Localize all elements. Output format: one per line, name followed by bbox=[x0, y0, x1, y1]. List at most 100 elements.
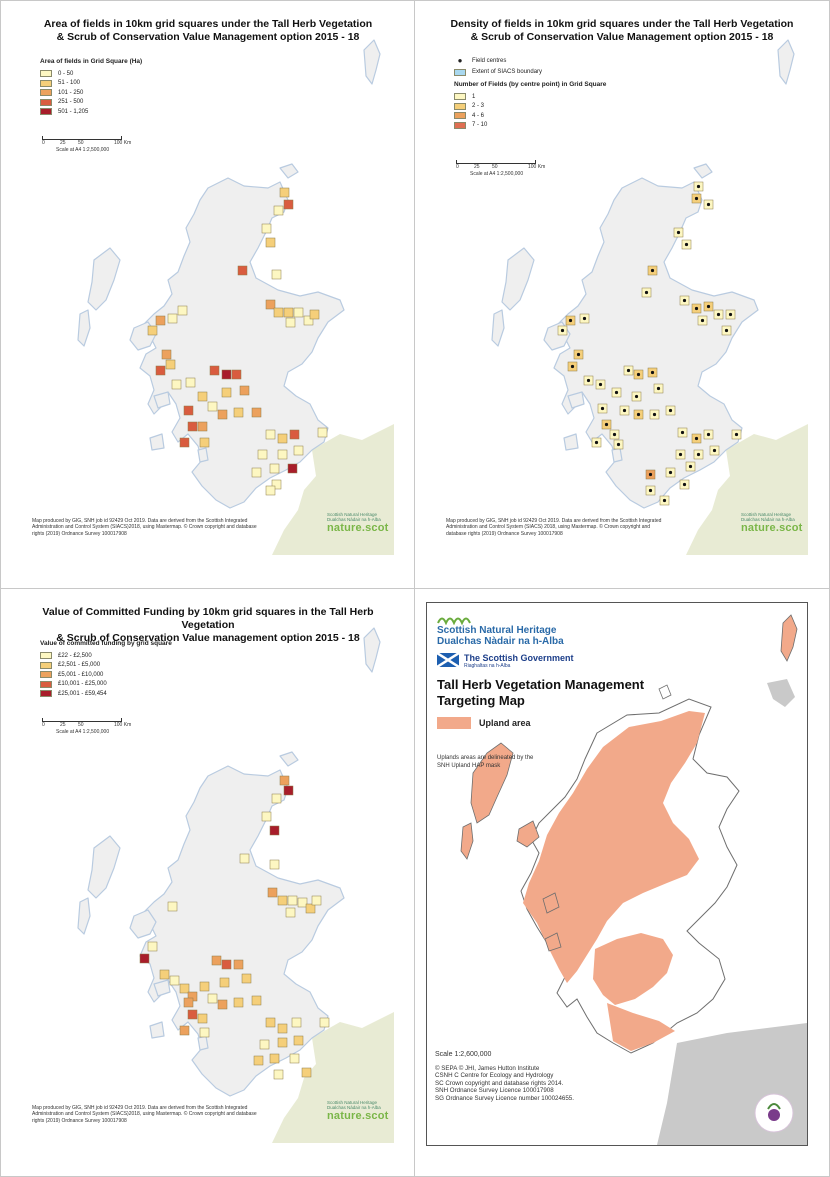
field-centre-point bbox=[650, 268, 655, 273]
field-centre-point bbox=[680, 430, 685, 435]
grid-square bbox=[319, 1017, 330, 1028]
legend-item: 7 - 10 bbox=[454, 121, 606, 131]
grid-square bbox=[165, 359, 176, 370]
legend-swatch bbox=[40, 79, 52, 87]
grid-square bbox=[251, 467, 262, 478]
legend-swatch bbox=[40, 70, 52, 78]
field-centre-point bbox=[648, 488, 653, 493]
panel-funding-logo-nature: nature.scot bbox=[327, 1110, 389, 1122]
targeting-scale: Scale 1:2,600,000 bbox=[435, 1051, 492, 1058]
legend-item: £10,001 - £25,000 bbox=[40, 680, 172, 690]
grid-square bbox=[305, 903, 316, 914]
field-centre-point bbox=[706, 432, 711, 437]
grid-square bbox=[257, 449, 268, 460]
grid-square bbox=[271, 479, 282, 490]
grid-square bbox=[293, 1035, 304, 1046]
grid-square bbox=[155, 365, 166, 376]
legend-swatch bbox=[454, 93, 466, 101]
panel-area-scalebar: 0 25 50 100 Km Scale at A4 1:2,500,000 bbox=[42, 136, 132, 153]
grid-square bbox=[293, 307, 304, 318]
grid-square bbox=[217, 409, 228, 420]
grid-square bbox=[273, 307, 284, 318]
grid-square bbox=[253, 1055, 264, 1066]
panel-area-legend-title: Area of fields in Grid Square (Ha) bbox=[40, 58, 143, 65]
scale-tick-label: 25 bbox=[60, 140, 66, 146]
panel-density-title-line1: Density of fields in 10km grid squares u… bbox=[450, 18, 794, 30]
legend-label: £25,001 - £59,454 bbox=[58, 690, 107, 697]
field-centre-point bbox=[662, 498, 667, 503]
saltire-flag-icon bbox=[437, 653, 459, 667]
grid-square bbox=[233, 997, 244, 1008]
panel-density-title: Density of fields in 10km grid squares u… bbox=[436, 18, 808, 44]
field-centre-point bbox=[616, 442, 621, 447]
panel-area-title-line1: Area of fields in 10km grid squares unde… bbox=[43, 18, 373, 30]
grid-square bbox=[265, 485, 276, 496]
targeting-credits: Scale 1:2,600,000 © SEPA © JHI, James Hu… bbox=[435, 1051, 574, 1102]
grid-square bbox=[155, 315, 166, 326]
legend-label: 51 - 100 bbox=[58, 80, 81, 87]
field-centre-point bbox=[582, 316, 587, 321]
field-centre-point bbox=[696, 452, 701, 457]
scale-tick-label: 100 Km bbox=[528, 164, 546, 170]
legend-item: £2,501 - £5,000 bbox=[40, 661, 172, 671]
panel-funding-title-line1: Value of Committed Funding by 10km grid … bbox=[42, 606, 374, 631]
panel-area-legend: Area of fields in Grid Square (Ha) 0 - 5… bbox=[40, 58, 142, 117]
field-centre-point bbox=[706, 202, 711, 207]
field-centre-point bbox=[668, 470, 673, 475]
snh-gaelic-name: Dualchas Nàdair na h-Alba bbox=[437, 636, 564, 647]
panel-density-legend: ● Field centres Extent of SIACS boundary… bbox=[454, 56, 606, 130]
grid-square bbox=[197, 1013, 208, 1024]
legend-label: £5,001 - £10,000 bbox=[58, 671, 104, 678]
grid-square bbox=[187, 1009, 198, 1020]
field-centre-point bbox=[682, 298, 687, 303]
field-centre-point bbox=[734, 432, 739, 437]
field-centre-point bbox=[694, 436, 699, 441]
grid-square bbox=[277, 1023, 288, 1034]
grid-square bbox=[267, 887, 278, 898]
panel-funding-scalebar: 0 25 50 100 Km Scale at A4 1:2,500,000 bbox=[42, 718, 132, 735]
legend-swatch bbox=[40, 671, 52, 679]
panel-density-map-canvas bbox=[491, 39, 808, 555]
grid-square bbox=[287, 895, 298, 906]
panel-area-title-line2: & Scrub of Conservation Value Management… bbox=[56, 31, 360, 43]
grid-square bbox=[197, 391, 208, 402]
grid-square bbox=[167, 901, 178, 912]
field-centre-point bbox=[636, 372, 641, 377]
grid-square bbox=[271, 269, 282, 280]
credit-line: © SEPA © JHI, James Hutton Institute bbox=[435, 1064, 540, 1072]
grid-square bbox=[277, 449, 288, 460]
legend-item: 501 - 1,205 bbox=[40, 107, 142, 117]
field-centre-point bbox=[648, 472, 653, 477]
legend-label: 251 - 500 bbox=[58, 99, 84, 106]
grid-square bbox=[207, 401, 218, 412]
grid-square bbox=[301, 1067, 312, 1078]
scale-tick-label: 0 bbox=[456, 164, 459, 170]
scot-gov-logo: The Scottish Government Riaghaltas na h-… bbox=[437, 653, 574, 669]
legend-label: 101 - 250 bbox=[58, 89, 84, 96]
panel-area-credits: Map produced by GIG, SNH job id 92429 Oc… bbox=[32, 518, 257, 537]
grid-square bbox=[221, 387, 232, 398]
field-centre-point bbox=[652, 412, 657, 417]
panel-density-scale-text: Scale at A4 1:2,500,000 bbox=[470, 171, 524, 177]
grid-square bbox=[285, 907, 296, 918]
grid-square bbox=[187, 421, 198, 432]
grid-square bbox=[147, 941, 158, 952]
panel-density-legend-boundary: Extent of SIACS boundary bbox=[454, 68, 606, 78]
panel-funding-map: Value of Committed Funding by 10km grid … bbox=[22, 598, 394, 1143]
legend-item: 251 - 500 bbox=[40, 98, 142, 108]
legend-label: £10,001 - £25,000 bbox=[58, 681, 107, 688]
grid-square bbox=[179, 1025, 190, 1036]
grid-square bbox=[277, 895, 288, 906]
grid-square bbox=[239, 385, 250, 396]
field-centre-point bbox=[688, 464, 693, 469]
field-centre-point bbox=[560, 328, 565, 333]
grid-square bbox=[231, 369, 242, 380]
panel-density-point-label: Field centres bbox=[472, 57, 507, 64]
field-centre-point bbox=[700, 318, 705, 323]
grid-square bbox=[289, 429, 300, 440]
panel-density-map: Density of fields in 10km grid squares u… bbox=[436, 10, 808, 555]
panel-targeting-map: Scottish Natural Heritage Dualchas Nàdai… bbox=[426, 602, 808, 1146]
upland-note-line1: Uplands areas are delineated by the bbox=[437, 755, 534, 761]
panel-area-map-canvas bbox=[77, 39, 394, 555]
legend-item: 4 - 6 bbox=[454, 111, 606, 121]
